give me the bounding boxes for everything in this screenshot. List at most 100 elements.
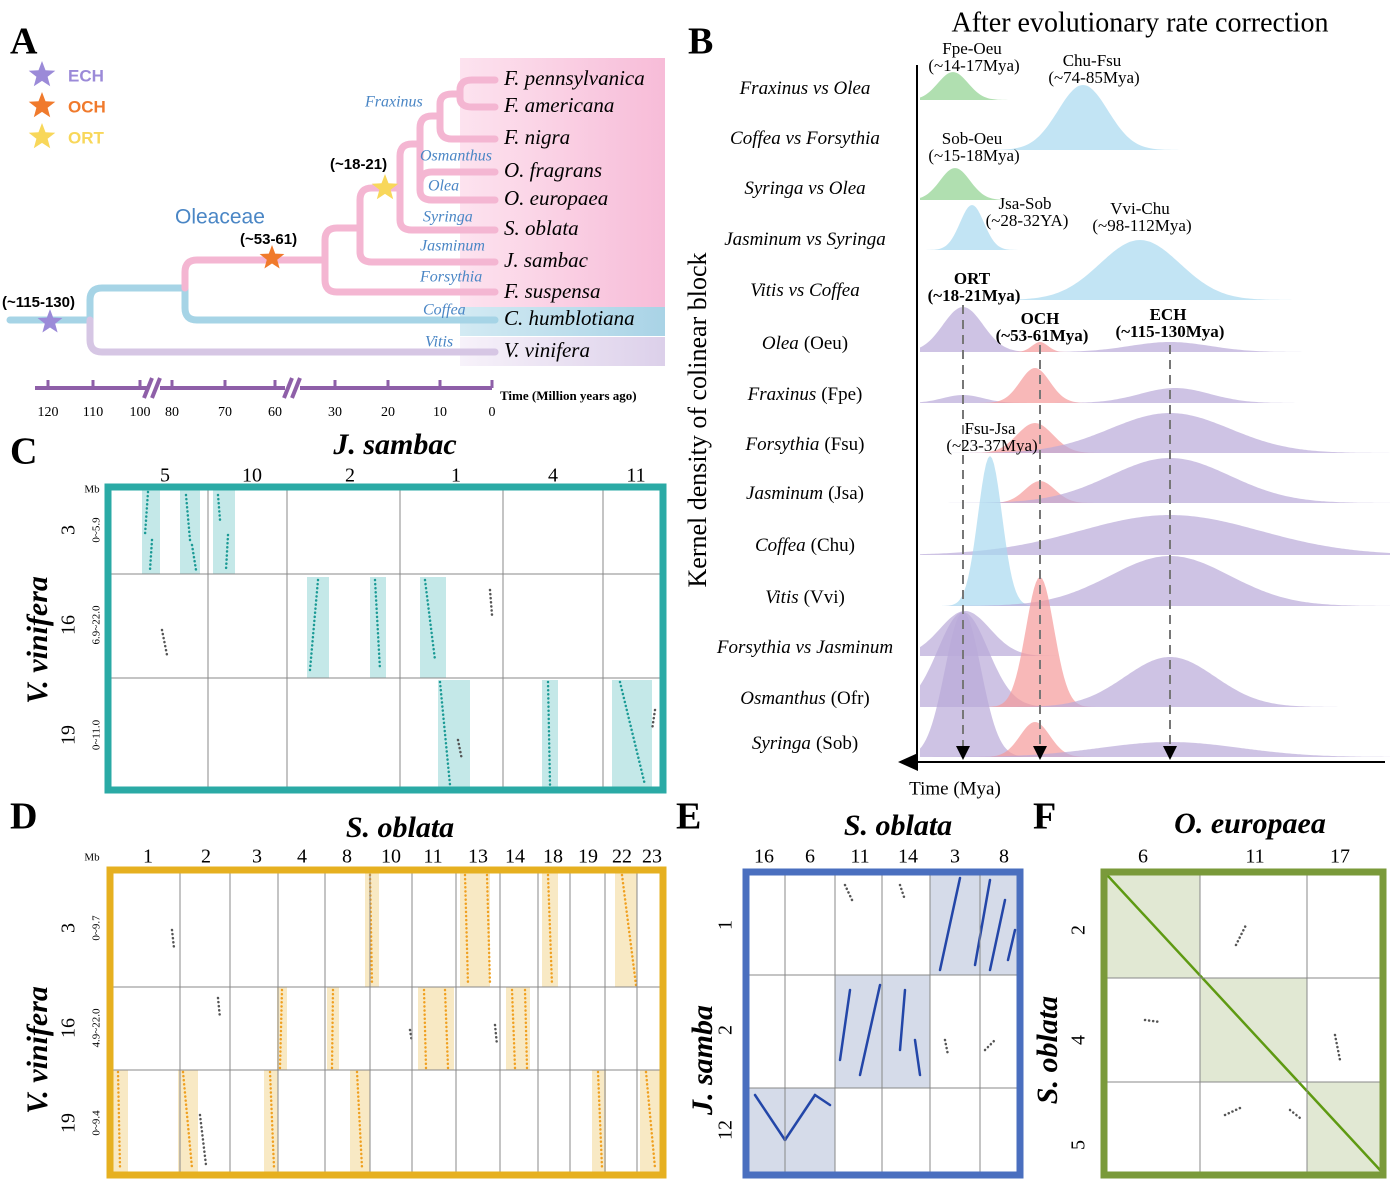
column-label: 14 [505, 846, 525, 868]
collinear-dots [938, 876, 962, 972]
axis-label: Time (Million years ago) [500, 388, 637, 403]
panel-letter: B [688, 21, 713, 63]
density-curve [920, 168, 1015, 200]
column-label: 18 [543, 846, 563, 868]
y-axis-label: S. oblata [1031, 996, 1064, 1104]
row-label: Coffea (Chu) [755, 535, 855, 556]
collinear-dots [443, 988, 450, 1070]
y-axis-label: V. vinifera [21, 986, 54, 1114]
density-curve [980, 481, 1100, 503]
column-label: 4 [548, 465, 558, 487]
row-label: 16 [58, 1018, 80, 1038]
row-label: 4 [1068, 1035, 1090, 1045]
star [37, 309, 63, 333]
collinear-dots [913, 1038, 922, 1077]
collinear-dots [1288, 1108, 1302, 1120]
annotation-name: Fsu-Jsa [964, 419, 1015, 438]
collinear-dots [330, 988, 335, 1070]
axis-tick-label: 100 [130, 405, 151, 420]
collinear-dots [988, 898, 1007, 972]
collinear-dots [838, 988, 852, 1062]
synteny-block [542, 680, 558, 788]
unit-label: Mb [84, 484, 100, 496]
column-label: 17 [1330, 846, 1350, 868]
clade-label: Olea [428, 178, 459, 195]
y-axis-label: Kernel density of colinear block [683, 253, 712, 588]
column-label: 5 [160, 465, 170, 487]
column-label: 6 [1138, 846, 1148, 868]
column-label: 8 [999, 846, 1009, 868]
column-label: 11 [626, 465, 645, 487]
y-axis-label: J. samba [686, 1005, 719, 1116]
density-curve [930, 413, 1390, 453]
collinear-dots [973, 878, 992, 967]
row-label: Coffea vs Forsythia [730, 128, 880, 149]
density-curve [942, 456, 1038, 606]
collinear-dots [843, 883, 854, 902]
row-range: 6.9~22.0 [91, 605, 103, 644]
collinear-dots [148, 538, 154, 572]
collinear-dots [116, 1070, 122, 1170]
row-label: 1 [715, 920, 737, 930]
collinear-dots [523, 988, 529, 1070]
annotation-name: Fpe-Oeu [942, 39, 1002, 58]
axis-tick-label: 60 [268, 405, 282, 420]
row-genus: Fraxinus [747, 384, 817, 405]
row-label: Osmanthus (Ofr) [740, 688, 870, 709]
row-genus: Vitis vs Coffea [750, 280, 859, 301]
synteny-block [542, 873, 558, 987]
annotation-range: (~98-112Mya) [1092, 216, 1191, 235]
density-curve [983, 85, 1183, 150]
collinear-dots [216, 996, 222, 1020]
column-label: 1 [451, 465, 461, 487]
column-label: 8 [342, 846, 352, 868]
density-curve [920, 612, 1035, 757]
node-age: (~115-130) [2, 294, 75, 311]
collinear-dots [858, 983, 882, 1077]
density-curve [975, 368, 1095, 403]
collinear-dots [198, 1113, 208, 1167]
column-label: 13 [468, 846, 488, 868]
collinear-dots [1234, 923, 1248, 947]
row-range: 4.9~22.0 [91, 1008, 103, 1047]
row-range: 0~9.4 [91, 1110, 103, 1136]
guide-arrow [1163, 746, 1177, 760]
time-axis [35, 377, 492, 399]
collinear-dots [456, 738, 464, 762]
synteny-block [615, 873, 637, 987]
collinear-dots [753, 1093, 787, 1142]
legend-label: ECH [68, 66, 104, 85]
row-code: (Jsa) [828, 483, 864, 504]
annotation-name: ECH [1150, 305, 1187, 324]
row-genus: Syringa [752, 733, 811, 754]
clade-label: Vitis [425, 334, 453, 351]
column-label: 14 [898, 846, 918, 868]
species-label: F. suspensa [503, 279, 600, 303]
legend-label: ORT [68, 128, 105, 147]
collinear-dots [546, 680, 552, 787]
collinear-dots [596, 1070, 604, 1170]
star [371, 174, 399, 200]
annotation-range: (~53-61Mya) [996, 326, 1089, 345]
annotation-range: (~74-85Mya) [1048, 68, 1139, 87]
row-label: 19 [58, 725, 80, 745]
column-label: 6 [805, 846, 815, 868]
annotation-name: OCH [1021, 309, 1060, 328]
column-label: 22 [612, 846, 632, 868]
row-label: 5 [1068, 1140, 1090, 1150]
panel-frame [1100, 868, 1387, 1179]
axis-arrow [898, 753, 918, 771]
density-curve [920, 742, 1390, 757]
annotation-name: Sob-Oeu [942, 129, 1003, 148]
collinear-dots [493, 1023, 499, 1047]
row-range: 0~9.7 [91, 915, 103, 941]
column-label: 1 [143, 846, 153, 868]
axis-tick-label: 80 [165, 405, 179, 420]
collinear-dots [898, 988, 907, 1052]
row-code: (Ofr) [831, 688, 870, 709]
column-label: 2 [201, 846, 211, 868]
column-label: 3 [950, 846, 960, 868]
axis-tick-label: 20 [381, 405, 395, 420]
panel-letter: D [10, 796, 37, 838]
